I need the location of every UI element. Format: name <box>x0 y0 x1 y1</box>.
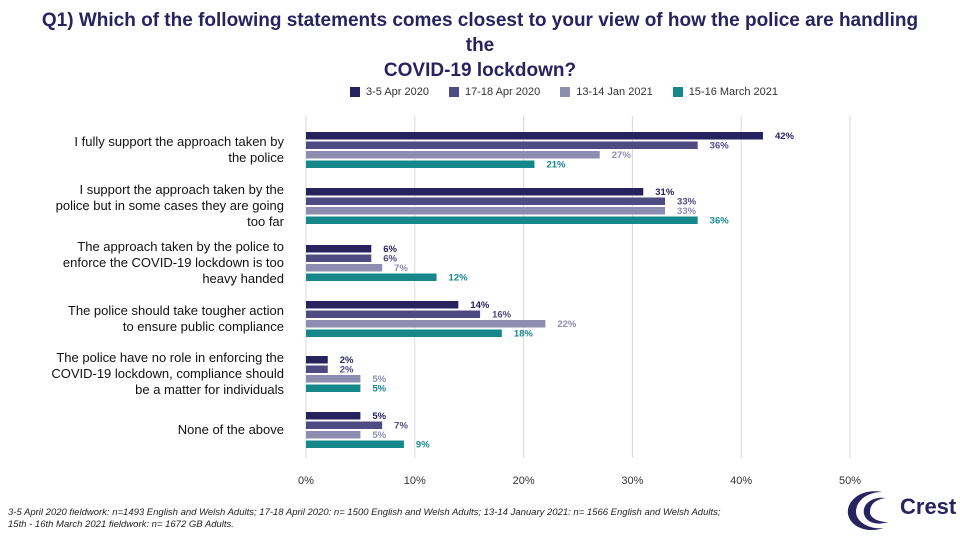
bar <box>306 207 666 215</box>
bar <box>306 301 459 309</box>
bar <box>306 384 361 392</box>
data-label: 5% <box>372 430 386 441</box>
data-label: 7% <box>394 263 408 274</box>
bar-chart: 0% 10% 20% 30% 40% 50% 42% 36% 27% 21% 31%33%33% 36… <box>298 116 861 487</box>
data-label: 5% <box>372 384 386 395</box>
bar <box>306 375 361 383</box>
bar <box>306 320 546 328</box>
bar <box>306 160 535 168</box>
footnote: 3-5 April 2020 fieldwork: n=1493 English… <box>8 507 828 531</box>
data-label: 6% <box>383 254 397 265</box>
bar <box>306 421 383 429</box>
data-label: 21% <box>546 160 566 171</box>
data-label: 27% <box>612 150 632 161</box>
category-label-line: COVID-19 lockdown, compliance should <box>51 366 284 381</box>
crest-swoosh-icon <box>847 491 888 531</box>
category-label-line: The police have no role in enforcing the <box>56 350 284 365</box>
legend-label: 17-18 Apr 2020 <box>465 86 541 98</box>
category-label-line: enforce the COVID-19 lockdown is too <box>62 255 284 270</box>
bar <box>306 245 372 253</box>
category-label-line: I support the approach taken by the <box>79 182 284 197</box>
legend-swatch <box>350 87 360 97</box>
bar <box>306 188 644 196</box>
data-label: 33% <box>677 197 697 208</box>
category-label: The police have no role in enforcing the… <box>34 350 284 398</box>
legend-swatch <box>672 87 683 97</box>
category-label: I support the approach taken by the polic… <box>34 182 284 230</box>
category-label-line: too far <box>247 214 284 229</box>
bar <box>306 197 666 205</box>
bar <box>306 412 361 420</box>
category-label-line: I fully support the approach taken by <box>74 134 284 149</box>
data-label: 5% <box>372 411 386 422</box>
bar <box>306 132 763 140</box>
legend-item: 3-5 Apr 2020 <box>350 86 429 98</box>
category-label: The approach taken by the police to enfor… <box>34 239 284 287</box>
crest-logo: Crest <box>842 486 957 534</box>
bar <box>306 216 698 224</box>
legend-item: 15-16 March 2021 <box>672 86 778 98</box>
bar <box>306 356 328 364</box>
category-label-line: to ensure public compliance <box>122 319 284 334</box>
data-label: 18% <box>514 329 534 340</box>
data-label: 36% <box>710 141 730 152</box>
bar <box>306 431 361 439</box>
x-tick-label: 0% <box>298 475 314 487</box>
chart-title: Q1) Which of the following statements co… <box>40 8 920 83</box>
data-label: 36% <box>710 216 730 227</box>
legend-swatch <box>560 87 571 97</box>
category-label-line: The police should take tougher action <box>67 303 284 318</box>
legend-item: 17-18 Apr 2020 <box>449 86 540 98</box>
bar <box>306 310 481 318</box>
logo-text: Crest <box>900 494 957 519</box>
data-label: 22% <box>557 319 577 330</box>
data-label: 33% <box>677 206 697 217</box>
legend-label: 3-5 Apr 2020 <box>366 86 429 98</box>
category-label: None of the above <box>34 422 284 438</box>
x-tick-label: 20% <box>513 475 535 487</box>
footnote-line-1: 3-5 April 2020 fieldwork: n=1493 English… <box>8 507 721 518</box>
data-label: 31% <box>655 187 675 198</box>
category-label: The police should take tougher action to … <box>34 303 284 335</box>
legend-label: 15-16 March 2021 <box>688 86 778 98</box>
chart-title-line-1: Q1) Which of the following statements co… <box>41 10 919 56</box>
data-label: 14% <box>470 300 490 311</box>
legend-swatch <box>449 87 459 97</box>
footnote-line-2: 15th - 16th March 2021 fieldwork: n= 167… <box>8 519 234 530</box>
bar <box>306 141 698 149</box>
data-label: 7% <box>394 421 408 432</box>
data-label: 2% <box>340 365 354 376</box>
category-label-line: The approach taken by the police to <box>77 239 284 254</box>
category-label: I fully support the approach taken by the… <box>34 134 284 166</box>
bar <box>306 264 383 272</box>
x-tick-label: 50% <box>839 475 861 487</box>
data-label: 42% <box>775 131 795 142</box>
bar <box>306 365 328 373</box>
x-tick-label: 40% <box>730 475 752 487</box>
data-label: 12% <box>449 273 469 284</box>
category-label-line: police but in some cases they are going <box>55 198 284 213</box>
x-tick-label: 10% <box>404 475 426 487</box>
data-label: 5% <box>372 374 386 385</box>
bar <box>306 329 502 337</box>
chart-legend: 3-5 Apr 2020 17-18 Apr 2020 13-14 Jan 2021… <box>350 84 778 100</box>
bar <box>306 440 404 448</box>
category-label-line: heavy handed <box>202 271 284 286</box>
legend-label: 13-14 Jan 2021 <box>576 86 653 98</box>
data-label: 9% <box>416 440 430 451</box>
bar <box>306 254 372 262</box>
bar <box>306 273 437 281</box>
data-label: 2% <box>340 355 354 366</box>
data-label: 16% <box>492 310 512 321</box>
legend-item: 13-14 Jan 2021 <box>560 86 653 98</box>
data-label: 6% <box>383 244 397 255</box>
category-label-line: the police <box>228 150 284 165</box>
chart-title-line-2: COVID-19 lockdown? <box>383 60 577 81</box>
category-label-line: None of the above <box>177 422 284 437</box>
category-label-line: be a matter for individuals <box>135 382 284 397</box>
x-tick-label: 30% <box>621 475 643 487</box>
bar <box>306 151 600 159</box>
